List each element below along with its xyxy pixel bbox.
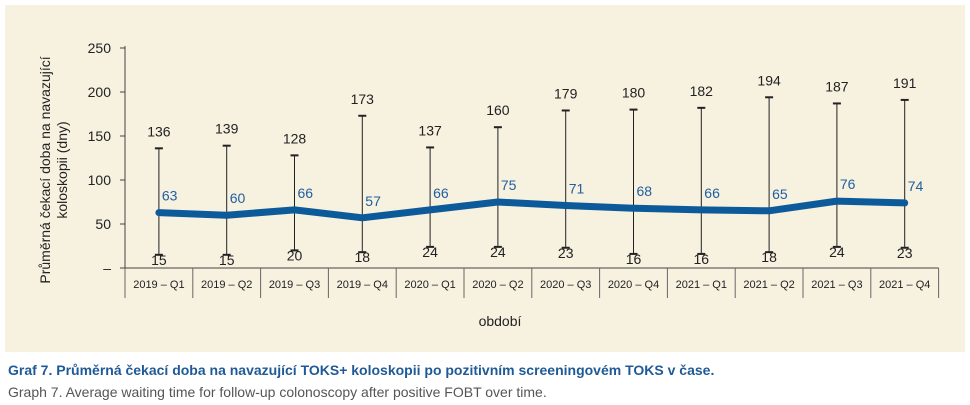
y-tick-label: 200 — [88, 84, 112, 100]
x-axis-title: období — [479, 313, 522, 329]
y-axis-title-line2: koloskopii (dny) — [54, 121, 70, 218]
x-tick-label: 2021 – Q4 — [879, 279, 930, 291]
max-label: 136 — [147, 123, 171, 139]
min-label: 15 — [219, 252, 235, 268]
mean-label: 76 — [840, 176, 856, 192]
min-label: 16 — [626, 251, 642, 267]
mean-label: 63 — [162, 188, 178, 204]
x-tick-label: 2019 – Q2 — [201, 279, 252, 291]
y-tick-label: – — [103, 260, 111, 276]
max-label: 187 — [825, 78, 849, 94]
max-label: 139 — [215, 121, 239, 137]
y-tick-label: 50 — [95, 216, 111, 232]
max-label: 173 — [351, 91, 375, 107]
min-label: 15 — [151, 252, 167, 268]
max-label: 128 — [283, 130, 307, 146]
x-tick-label: 2019 – Q3 — [269, 279, 320, 291]
min-label: 24 — [422, 244, 438, 260]
mean-label: 57 — [365, 193, 381, 209]
mean-label: 66 — [433, 185, 449, 201]
chart-panel: 250 200 150 100 50 – 2019 – Q1 2019 – Q2 2019 – … — [5, 5, 965, 352]
x-tick-label: 2020 – Q1 — [404, 279, 455, 291]
x-tick-label: 2021 – Q1 — [676, 279, 727, 291]
min-label: 16 — [694, 251, 710, 267]
max-label: 182 — [690, 83, 714, 99]
x-tick-label: 2019 – Q1 — [133, 279, 184, 291]
mean-line — [155, 197, 909, 222]
mean-label: 74 — [908, 178, 924, 194]
max-label: 194 — [757, 72, 781, 88]
y-tick-label: 150 — [88, 128, 112, 144]
max-label: 137 — [418, 122, 442, 138]
min-label: 23 — [558, 245, 574, 261]
max-label: 191 — [893, 75, 917, 91]
mean-label: 75 — [501, 177, 517, 193]
min-label: 24 — [829, 244, 845, 260]
max-label: 160 — [486, 102, 510, 118]
max-label: 180 — [622, 85, 646, 101]
x-tick-label: 2021 – Q2 — [743, 279, 794, 291]
waiting-time-chart: 250 200 150 100 50 – 2019 – Q1 2019 – Q2 2019 – … — [37, 40, 940, 329]
caption-english: Graph 7. Average waiting time for follow… — [8, 384, 547, 400]
x-tick-label: 2020 – Q3 — [540, 279, 591, 291]
mean-label: 60 — [230, 190, 246, 206]
x-tick-label: 2021 – Q3 — [811, 279, 862, 291]
min-label: 20 — [287, 247, 303, 263]
y-axis-title-line1: Průměrná čekací doba na navazující — [37, 56, 53, 283]
x-tick-label: 2020 – Q4 — [608, 279, 659, 291]
mean-label: 71 — [569, 181, 585, 197]
mean-label: 68 — [637, 183, 653, 199]
y-tick-label: 250 — [88, 40, 112, 56]
mean-label: 65 — [772, 186, 788, 202]
x-tick-label: 2019 – Q4 — [337, 279, 388, 291]
y-tick-label: 100 — [88, 172, 112, 188]
min-label: 18 — [355, 249, 371, 265]
min-label: 18 — [761, 249, 777, 265]
max-label: 179 — [554, 85, 578, 101]
min-label: 23 — [897, 245, 913, 261]
mean-label: 66 — [704, 185, 720, 201]
x-tick-label: 2020 – Q2 — [472, 279, 523, 291]
caption-czech: Graf 7. Průměrná čekací doba na navazují… — [8, 362, 715, 378]
min-label: 24 — [490, 244, 506, 260]
mean-label: 66 — [298, 185, 314, 201]
